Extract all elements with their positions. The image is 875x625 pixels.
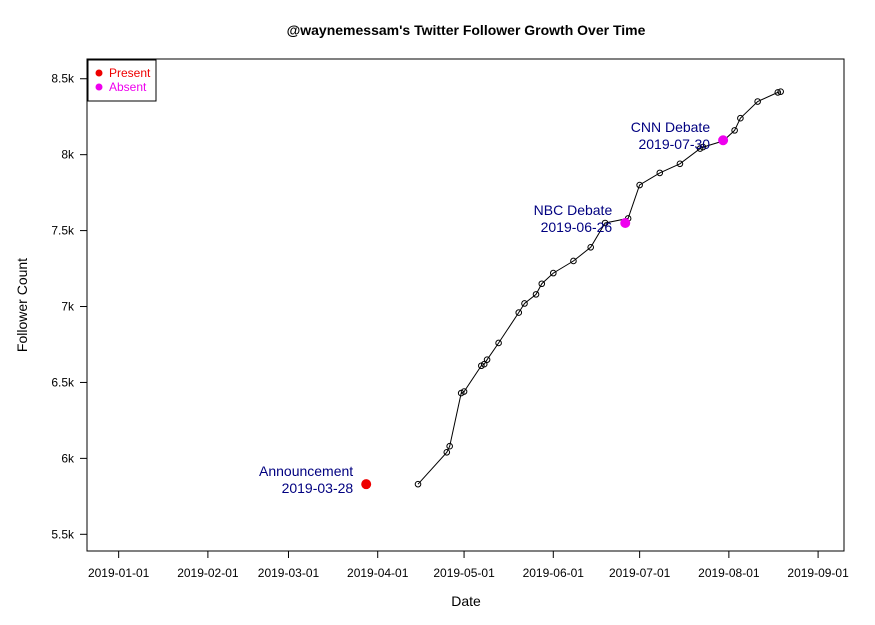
data-point [777,88,784,95]
event-marker [718,135,729,146]
y-tick-label: 8.5k [51,72,75,86]
y-tick-label: 8k [61,148,75,162]
event-marker [620,218,631,228]
data-point [443,448,451,456]
event-name-label: CNN Debate [631,119,711,135]
y-axis-title: Follower Count [14,258,30,352]
y-tick-label: 6.5k [51,375,75,389]
series-layer [414,88,784,488]
event-date-label: 2019-03-28 [282,480,354,496]
data-point [636,181,643,189]
y-tick-label: 7k [61,300,75,314]
data-point [483,356,491,363]
event-name-label: NBC Debate [534,202,613,218]
data-point [446,442,453,450]
data-point [737,114,744,122]
event-date-label: 2019-07-30 [638,136,710,152]
x-tick-label: 2019-08-01 [698,566,760,580]
data-point [699,143,707,151]
data-point [515,309,523,316]
series-line [417,91,781,485]
event-date-label: 2019-06-26 [541,219,613,235]
legend-marker [95,69,103,77]
chart-title: @waynemessam's Twitter Follower Growth O… [287,22,646,38]
y-tick-label: 5.5k [51,527,75,541]
data-point [532,291,540,298]
x-axis-title: Date [451,593,481,609]
data-point [480,360,488,368]
event-name-label: Announcement [259,463,353,479]
data-point [676,160,684,168]
legend-label: Present [109,66,151,80]
x-tick-label: 2019-07-01 [609,566,671,580]
data-point [495,339,502,347]
plot-frame [86,58,845,552]
y-tick-label: 6k [61,451,75,465]
data-point [570,257,577,265]
data-point [549,269,557,277]
y-axis: 5.5k 6k 6.5k 7k 7.5k 8k 8.5k [51,72,88,541]
event-marker [361,479,372,490]
x-tick-label: 2019-01-01 [88,566,150,580]
x-tick-label: 2019-02-01 [177,566,239,580]
data-point [754,98,761,105]
x-tick-label: 2019-06-01 [523,566,585,580]
x-tick-label: 2019-05-01 [433,566,495,580]
data-point [521,300,528,307]
x-tick-label: 2019-09-01 [787,566,849,580]
data-point [774,89,782,96]
x-tick-label: 2019-03-01 [258,566,320,580]
x-tick-label: 2019-04-01 [347,566,409,580]
legend-box [87,59,157,102]
x-axis: 2019-01-01 2019-02-01 2019-03-01 2019-04-01… [88,550,849,580]
data-point [538,280,546,288]
data-point [731,127,738,134]
data-point [414,480,422,488]
data-point [460,388,468,395]
y-tick-label: 7.5k [51,224,75,238]
legend-marker [95,83,103,91]
data-point [587,243,595,251]
data-point [656,169,664,177]
legend-label: Absent [109,80,147,94]
data-point [601,219,609,227]
